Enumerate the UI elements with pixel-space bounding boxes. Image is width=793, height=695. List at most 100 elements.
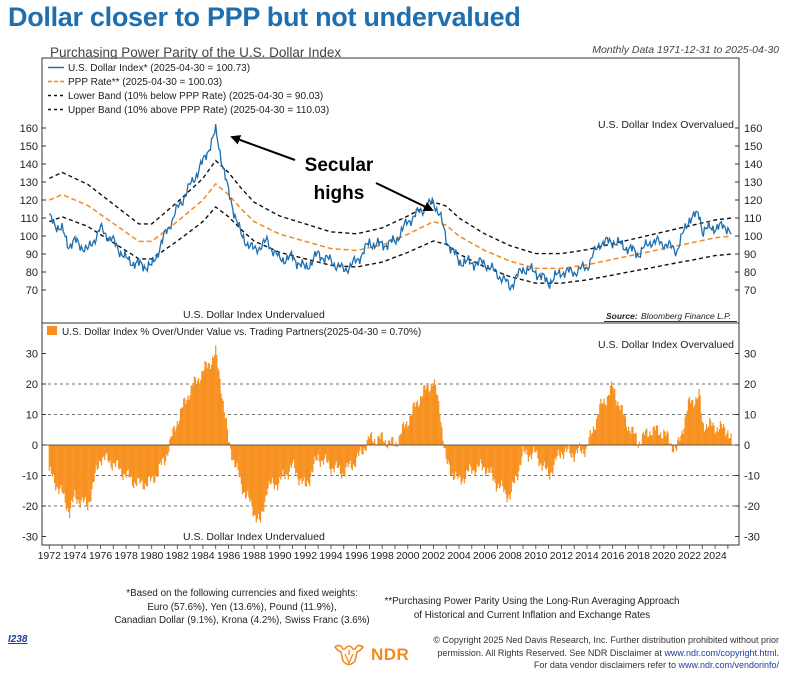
over-under-bar — [542, 445, 544, 466]
over-under-bar — [50, 445, 53, 474]
legend-swatch-bars — [47, 326, 57, 335]
x-tick-label: 1984 — [191, 550, 215, 562]
over-under-bar — [77, 445, 79, 500]
over-under-bar — [578, 443, 581, 445]
over-under-bar — [206, 367, 208, 445]
top-y-tick-label: 150 — [20, 141, 38, 153]
over-under-bar — [311, 445, 313, 472]
secular-label-line1: Secular — [305, 155, 374, 176]
over-under-bar — [551, 445, 553, 473]
over-under-bar — [270, 445, 272, 484]
over-under-bar — [630, 433, 632, 445]
over-under-bar — [98, 445, 101, 461]
over-under-bar — [160, 445, 162, 465]
over-under-bar — [200, 380, 202, 445]
over-under-bar — [685, 414, 687, 445]
over-under-bar — [665, 435, 667, 445]
over-under-bar — [687, 398, 690, 445]
secular-label-line2: highs — [314, 183, 365, 204]
over-under-bar — [148, 445, 151, 477]
top-y-tick-label: 110 — [20, 213, 38, 225]
over-under-bar — [220, 393, 222, 445]
vendor-info-link[interactable]: www.ndr.com/vendorinfo/ — [678, 660, 779, 670]
over-under-bar — [168, 445, 170, 452]
over-under-bar — [553, 445, 555, 465]
over-under-bar — [125, 445, 127, 478]
x-tick-label: 1976 — [89, 550, 113, 562]
over-under-bar — [323, 445, 326, 459]
over-under-bar — [287, 445, 289, 480]
over-under-bar — [60, 445, 62, 486]
over-under-bar — [513, 445, 516, 484]
over-under-bar — [89, 445, 91, 503]
over-under-bar — [339, 445, 342, 475]
over-under-bar — [586, 445, 588, 447]
over-under-bar — [351, 445, 353, 471]
over-under-bar — [226, 429, 229, 445]
over-under-bar — [462, 445, 464, 479]
copyright-line1: © Copyright 2025 Ned Davis Research, Inc… — [433, 635, 779, 645]
over-under-bar — [624, 416, 627, 445]
over-under-bar — [520, 445, 522, 466]
over-under-bar — [338, 445, 341, 466]
copyright-link[interactable]: www.ndr.com/copyright.html — [664, 647, 777, 658]
over-under-bar — [677, 439, 679, 445]
upper-band-line — [49, 159, 732, 255]
over-under-bar — [78, 445, 80, 504]
over-under-bar — [669, 443, 671, 445]
over-under-bar — [128, 445, 130, 478]
over-under-bar — [465, 445, 468, 470]
x-tick-label: 2004 — [447, 550, 471, 562]
over-under-bar — [48, 445, 50, 471]
copyright-line2: permission. All Rights Reserved. See NDR… — [427, 647, 779, 660]
over-under-bar — [313, 445, 315, 464]
over-under-bar — [138, 445, 140, 478]
top-y-axis-left: 70 80 90 100 110 120 130 140 150 160 — [20, 123, 46, 297]
chart-id-link[interactable]: I238 — [8, 634, 28, 645]
top-series-group — [48, 124, 732, 292]
legend-dollar-index: U.S. Dollar Index* (2025-04-30 = 100.73) — [68, 63, 250, 74]
over-under-bar — [255, 445, 257, 523]
over-under-bar — [193, 376, 195, 445]
dollar-index-line — [48, 124, 732, 292]
over-under-bar — [416, 400, 418, 445]
over-under-bar — [298, 445, 300, 486]
over-under-bar — [352, 445, 354, 465]
over-under-bar — [265, 445, 267, 496]
over-under-bar — [705, 424, 708, 445]
over-under-bar — [278, 445, 280, 484]
over-under-bar — [195, 383, 198, 445]
over-under-bar — [212, 357, 215, 445]
over-under-bar — [642, 431, 645, 445]
over-under-bar — [599, 403, 601, 445]
over-under-bar — [240, 445, 242, 485]
over-under-bar — [690, 400, 693, 445]
over-under-bar — [443, 445, 445, 449]
over-under-bar — [527, 445, 529, 462]
over-under-bar — [318, 445, 320, 462]
over-under-bar — [127, 445, 129, 470]
over-under-bar — [721, 428, 724, 445]
over-under-bar — [245, 445, 247, 499]
over-under-bar — [358, 445, 360, 456]
over-under-bar — [209, 369, 212, 445]
over-under-bar — [202, 371, 204, 445]
over-under-bar — [521, 445, 523, 457]
ndr-bull-icon — [333, 644, 365, 666]
over-under-bar — [359, 445, 361, 451]
x-tick-label: 2008 — [499, 550, 523, 562]
over-under-bar — [541, 445, 543, 471]
over-under-bar — [423, 385, 425, 445]
over-under-bar — [658, 435, 661, 445]
over-under-bar — [83, 445, 86, 500]
over-under-bar — [610, 381, 613, 445]
over-under-bar — [227, 442, 230, 445]
over-under-bar — [684, 416, 686, 445]
over-under-bar — [385, 445, 388, 447]
over-under-bar — [431, 385, 433, 445]
bottom-y-tick-label: -20 — [744, 501, 760, 513]
over-under-bar — [487, 445, 489, 469]
over-under-bar — [549, 445, 551, 480]
over-under-bar — [544, 445, 547, 469]
over-under-bar — [594, 429, 597, 445]
